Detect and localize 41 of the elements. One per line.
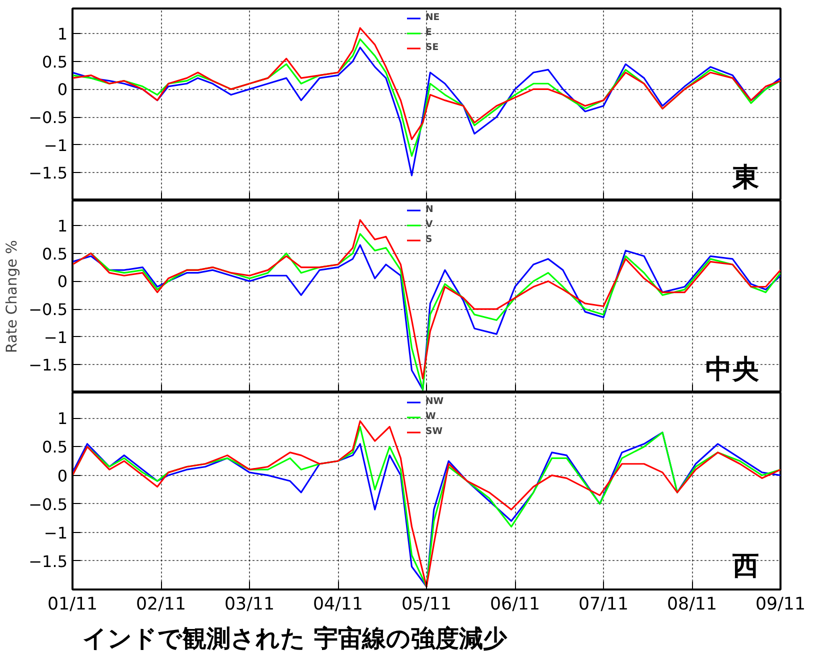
legend-label: W (426, 411, 437, 422)
x-tick-label: 09/11 (756, 594, 806, 614)
x-tick-label: 08/11 (667, 594, 717, 614)
legend-label: NE (426, 12, 441, 23)
y-tick-label: 0.5 (42, 244, 68, 264)
y-tick-label: −1 (44, 328, 68, 347)
y-tick-label: −1.5 (28, 164, 68, 183)
x-tick-label: 04/11 (313, 594, 363, 614)
y-tick-label: 1 (57, 409, 68, 428)
y-tick-label: −0.5 (28, 108, 68, 128)
legend-label: NW (426, 396, 445, 407)
y-tick-label: −0.5 (28, 494, 68, 514)
y-tick-label: 0.5 (42, 52, 68, 72)
y-tick-label: −1 (44, 523, 68, 542)
y-tick-label: 1 (57, 24, 68, 44)
y-tick-label: 0 (57, 80, 68, 100)
x-tick-label: 07/11 (578, 594, 628, 614)
y-tick-label: −1.5 (28, 356, 68, 375)
y-tick-label: 0 (57, 466, 68, 486)
legend-label: SW (426, 426, 444, 437)
legend-label: E (426, 27, 433, 38)
legend-label: SE (426, 42, 440, 53)
y-tick-label: 0.5 (42, 438, 68, 457)
annotation: 西 (731, 550, 760, 582)
legend-label: V (426, 219, 434, 230)
x-tick-label: 01/11 (48, 594, 98, 614)
annotation: 中央 (705, 354, 760, 385)
y-tick-label: −1.5 (28, 552, 68, 571)
y-tick-label: 1 (57, 216, 68, 236)
text: インドで観測された 宇宙線の強度減少 (82, 624, 508, 652)
x-tick-label: 03/11 (224, 594, 274, 614)
legend-label: S (426, 234, 434, 245)
legend-label: N (426, 204, 434, 215)
annotation: 東 (731, 162, 760, 193)
x-tick-label: 05/11 (402, 594, 452, 614)
y-tick-label: 0 (57, 272, 68, 292)
y-tick-label: −0.5 (28, 300, 68, 320)
y-axis-title: Rate Change % (4, 240, 21, 353)
x-tick-label: 06/11 (490, 594, 540, 614)
y-tick-label: −1 (44, 136, 68, 155)
x-tick-label: 02/11 (136, 594, 186, 614)
